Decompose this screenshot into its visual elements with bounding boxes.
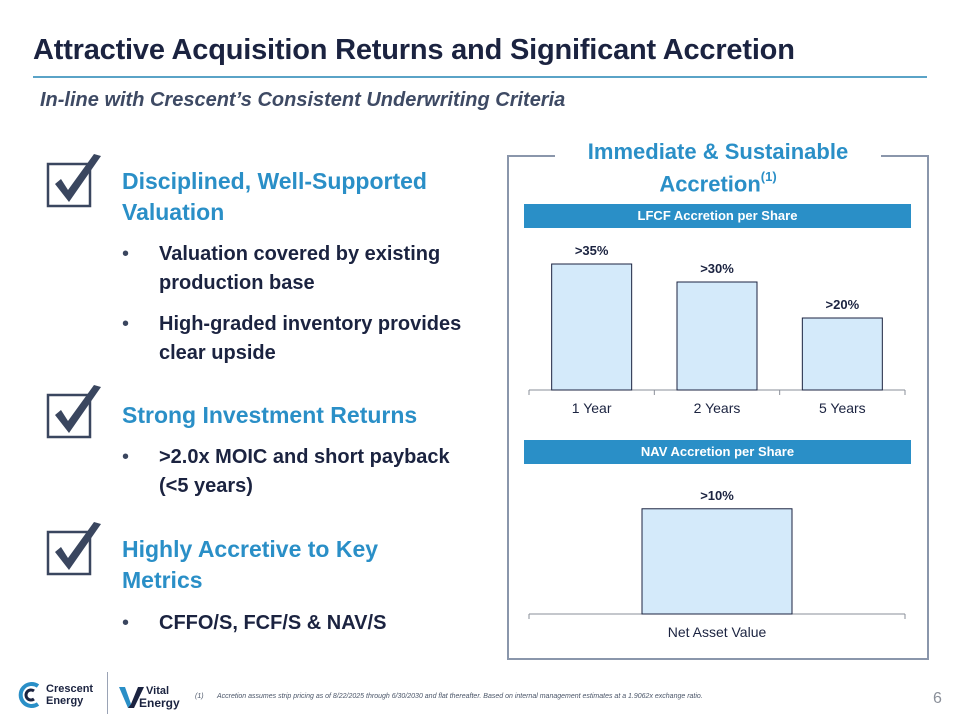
vital-logo-text-1: Vital	[146, 685, 170, 697]
lfcf-accretion-chart: >35% 1 Year >30% 2 Years >20% 5 Years	[528, 243, 906, 416]
x-tick-label: 2 Years	[694, 400, 741, 416]
footnote-text: Accretion assumes strip pricing as of 8/…	[217, 693, 703, 700]
vital-logo-text-2: Energy	[139, 696, 180, 710]
nav-accretion-chart: >10% Net Asset Value	[528, 488, 906, 640]
crescent-logo-text-2: Energy	[46, 695, 84, 707]
lfcf-chart-title: LFCF Accretion per Share	[524, 204, 911, 228]
panel-title: Immediate & Sustainable Accretion(1)	[555, 138, 881, 198]
checkbox-checked-icon	[46, 383, 104, 443]
vital-v-icon	[119, 687, 144, 708]
checkbox-checked-icon	[46, 152, 104, 212]
bullet-list-accretive: • CFFO/S, FCF/S & NAV/S	[122, 609, 462, 650]
title-divider	[33, 76, 927, 78]
point-heading-valuation: Disciplined, Well-Supported Valuation	[122, 168, 427, 225]
vital-energy-logo: Vital Energy	[117, 682, 191, 710]
crescent-c-icon	[18, 682, 40, 708]
x-tick-label: Net Asset Value	[668, 624, 767, 640]
x-tick-label: 1 Year	[572, 400, 612, 416]
bar-2-years	[676, 281, 758, 391]
data-label: >10%	[700, 488, 734, 503]
page-title: Attractive Acquisition Returns and Signi…	[33, 34, 795, 66]
list-item: • Valuation covered by existing productio…	[122, 243, 441, 294]
bullet-list-returns: • >2.0x MOIC and short payback (<5 years)	[122, 443, 452, 513]
x-tick-label: 5 Years	[819, 400, 866, 416]
nav-chart-title: NAV Accretion per Share	[524, 440, 911, 464]
bullet-list-valuation: • Valuation covered by existing productio…	[122, 240, 462, 380]
crescent-energy-logo: Crescent Energy	[18, 680, 98, 710]
point-heading-accretive: Highly Accretive to Key Metrics	[122, 536, 379, 593]
page-number: 6	[933, 690, 942, 707]
point-heading-returns: Strong Investment Returns	[122, 402, 418, 428]
page-subtitle: In-line with Crescent’s Consistent Under…	[40, 89, 566, 111]
logo-divider	[107, 672, 108, 714]
bar-5-years	[801, 317, 883, 391]
footnote-marker: (1)	[195, 693, 204, 700]
data-label: >35%	[575, 243, 609, 258]
list-item: • CFFO/S, FCF/S & NAV/S	[122, 612, 387, 634]
list-item: • High-graded inventory provides clear up…	[122, 313, 462, 364]
checkbox-checked-icon	[46, 520, 104, 580]
crescent-logo-text-1: Crescent	[46, 683, 94, 695]
list-item: • >2.0x MOIC and short payback (<5 years)	[122, 446, 450, 497]
data-label: >20%	[826, 297, 860, 312]
bar-1-year	[551, 263, 633, 391]
bar-net-asset-value	[641, 508, 793, 615]
data-label: >30%	[700, 261, 734, 276]
